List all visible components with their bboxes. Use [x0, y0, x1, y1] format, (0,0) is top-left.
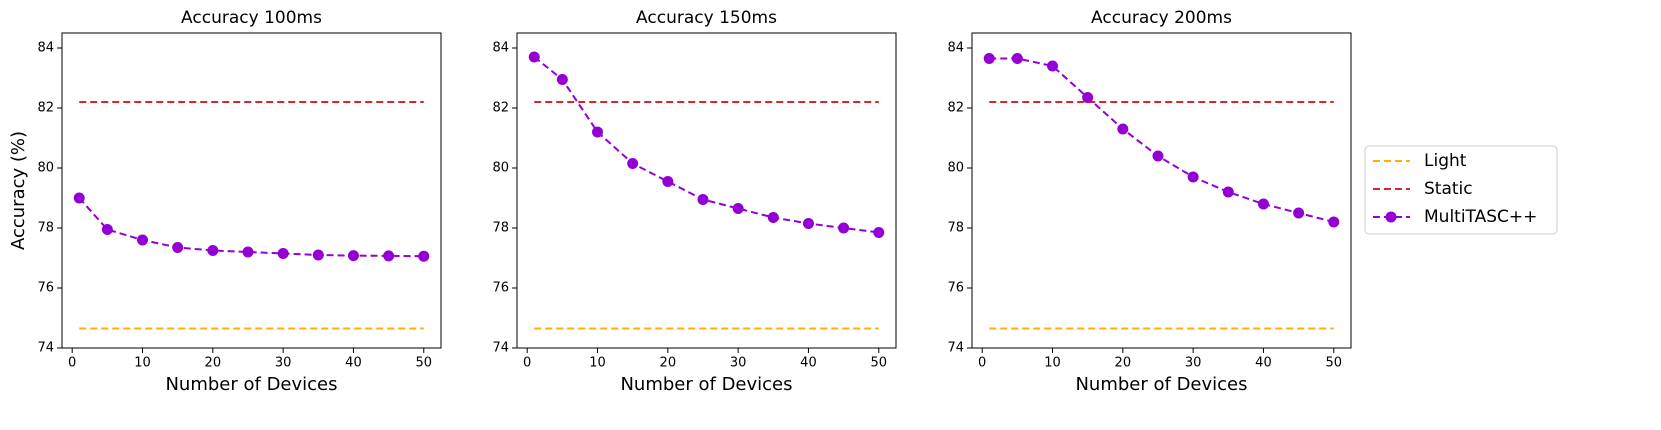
legend-marker	[1385, 211, 1397, 223]
point	[556, 74, 568, 85]
legend-frame	[1364, 145, 1558, 235]
x-axis-label: Number of Devices	[620, 374, 792, 395]
point	[802, 218, 814, 229]
x-tick-label: 50	[415, 356, 432, 371]
x-tick-label: 0	[523, 356, 531, 371]
point	[1328, 216, 1340, 228]
point	[207, 245, 219, 256]
x-tick-label: 30	[275, 356, 292, 371]
y-tick-label: 74	[492, 341, 509, 356]
point	[662, 176, 674, 187]
point	[838, 222, 850, 234]
point	[528, 51, 540, 63]
y-tick-label: 82	[947, 101, 964, 116]
y-tick-label: 84	[37, 41, 54, 56]
legend: Light Static MultiTASC++	[1364, 145, 1558, 235]
legend-label: Light	[1424, 151, 1467, 171]
y-tick-label: 74	[947, 341, 964, 356]
x-tick-label: 40	[345, 356, 362, 371]
y-tick-label: 80	[947, 161, 964, 176]
y-tick-label: 82	[37, 101, 54, 116]
point	[983, 53, 995, 64]
plot-frame	[971, 32, 1352, 349]
x-tick-label: 50	[870, 356, 887, 371]
point	[1187, 171, 1199, 183]
x-tick-label: 0	[978, 356, 986, 371]
x-tick-label: 20	[660, 356, 677, 371]
point	[1222, 186, 1234, 198]
y-axis-label: Accuracy (%)	[8, 131, 29, 250]
x-tick-label: 30	[1185, 356, 1202, 371]
point	[101, 224, 113, 235]
y-tick-label: 78	[947, 221, 964, 236]
point	[767, 212, 779, 223]
chart-title: Accuracy 100ms	[181, 8, 322, 28]
x-tick-label: 40	[1255, 356, 1272, 371]
point	[1293, 207, 1305, 219]
y-tick-label: 78	[37, 221, 54, 236]
legend-label: MultiTASC++	[1424, 207, 1537, 227]
point	[312, 249, 324, 261]
point	[418, 250, 430, 262]
x-tick-label: 30	[730, 356, 747, 371]
y-tick-label: 80	[492, 161, 509, 176]
point	[627, 158, 639, 169]
series-line	[533, 56, 879, 234]
point	[1257, 198, 1269, 210]
point	[242, 246, 254, 258]
y-tick-label: 76	[947, 281, 964, 296]
point	[873, 227, 885, 238]
legend-label: Static	[1424, 179, 1473, 199]
x-tick-label: 10	[1044, 356, 1061, 371]
chart-title: Accuracy 150ms	[636, 8, 777, 28]
y-tick-label: 78	[492, 221, 509, 236]
x-tick-label: 20	[1115, 356, 1132, 371]
point	[1117, 123, 1129, 135]
y-tick-label: 76	[492, 281, 509, 296]
y-tick-label: 76	[37, 281, 54, 296]
plot-frame	[61, 32, 442, 349]
x-tick-label: 10	[134, 356, 151, 371]
point	[383, 250, 395, 262]
y-tick-label: 84	[947, 41, 964, 56]
point	[732, 203, 744, 214]
plot-frame	[516, 32, 897, 349]
series-line	[78, 197, 424, 258]
point	[1082, 92, 1094, 103]
series-line	[989, 57, 1335, 223]
point	[697, 194, 709, 205]
point	[1047, 60, 1059, 72]
chart-title: Accuracy 200ms	[1091, 8, 1232, 28]
x-tick-label: 50	[1325, 356, 1342, 371]
point	[592, 126, 604, 138]
y-tick-label: 82	[492, 101, 509, 116]
point	[1011, 53, 1023, 64]
y-tick-label: 74	[37, 341, 54, 356]
point	[172, 242, 184, 253]
y-tick-label: 84	[492, 41, 509, 56]
point	[1152, 150, 1164, 162]
point	[277, 248, 289, 259]
point	[73, 192, 85, 204]
y-tick-label: 80	[37, 161, 54, 176]
x-tick-label: 0	[68, 356, 76, 371]
x-tick-label: 40	[800, 356, 817, 371]
x-axis-label: Number of Devices	[1075, 374, 1247, 395]
x-tick-label: 10	[589, 356, 606, 371]
point	[347, 250, 359, 262]
x-tick-label: 20	[205, 356, 222, 371]
point	[137, 234, 149, 246]
x-axis-label: Number of Devices	[165, 374, 337, 395]
